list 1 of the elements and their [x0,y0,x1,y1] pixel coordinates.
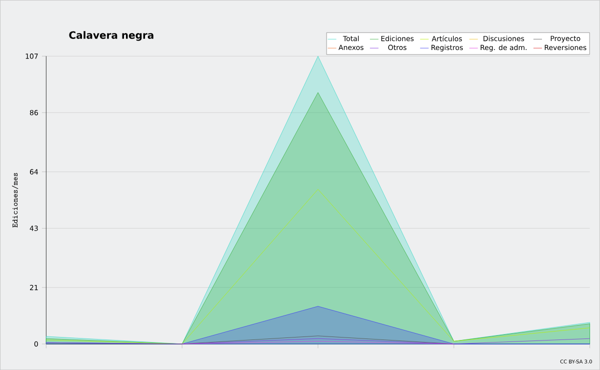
chart-title: Calavera negra [69,31,154,41]
